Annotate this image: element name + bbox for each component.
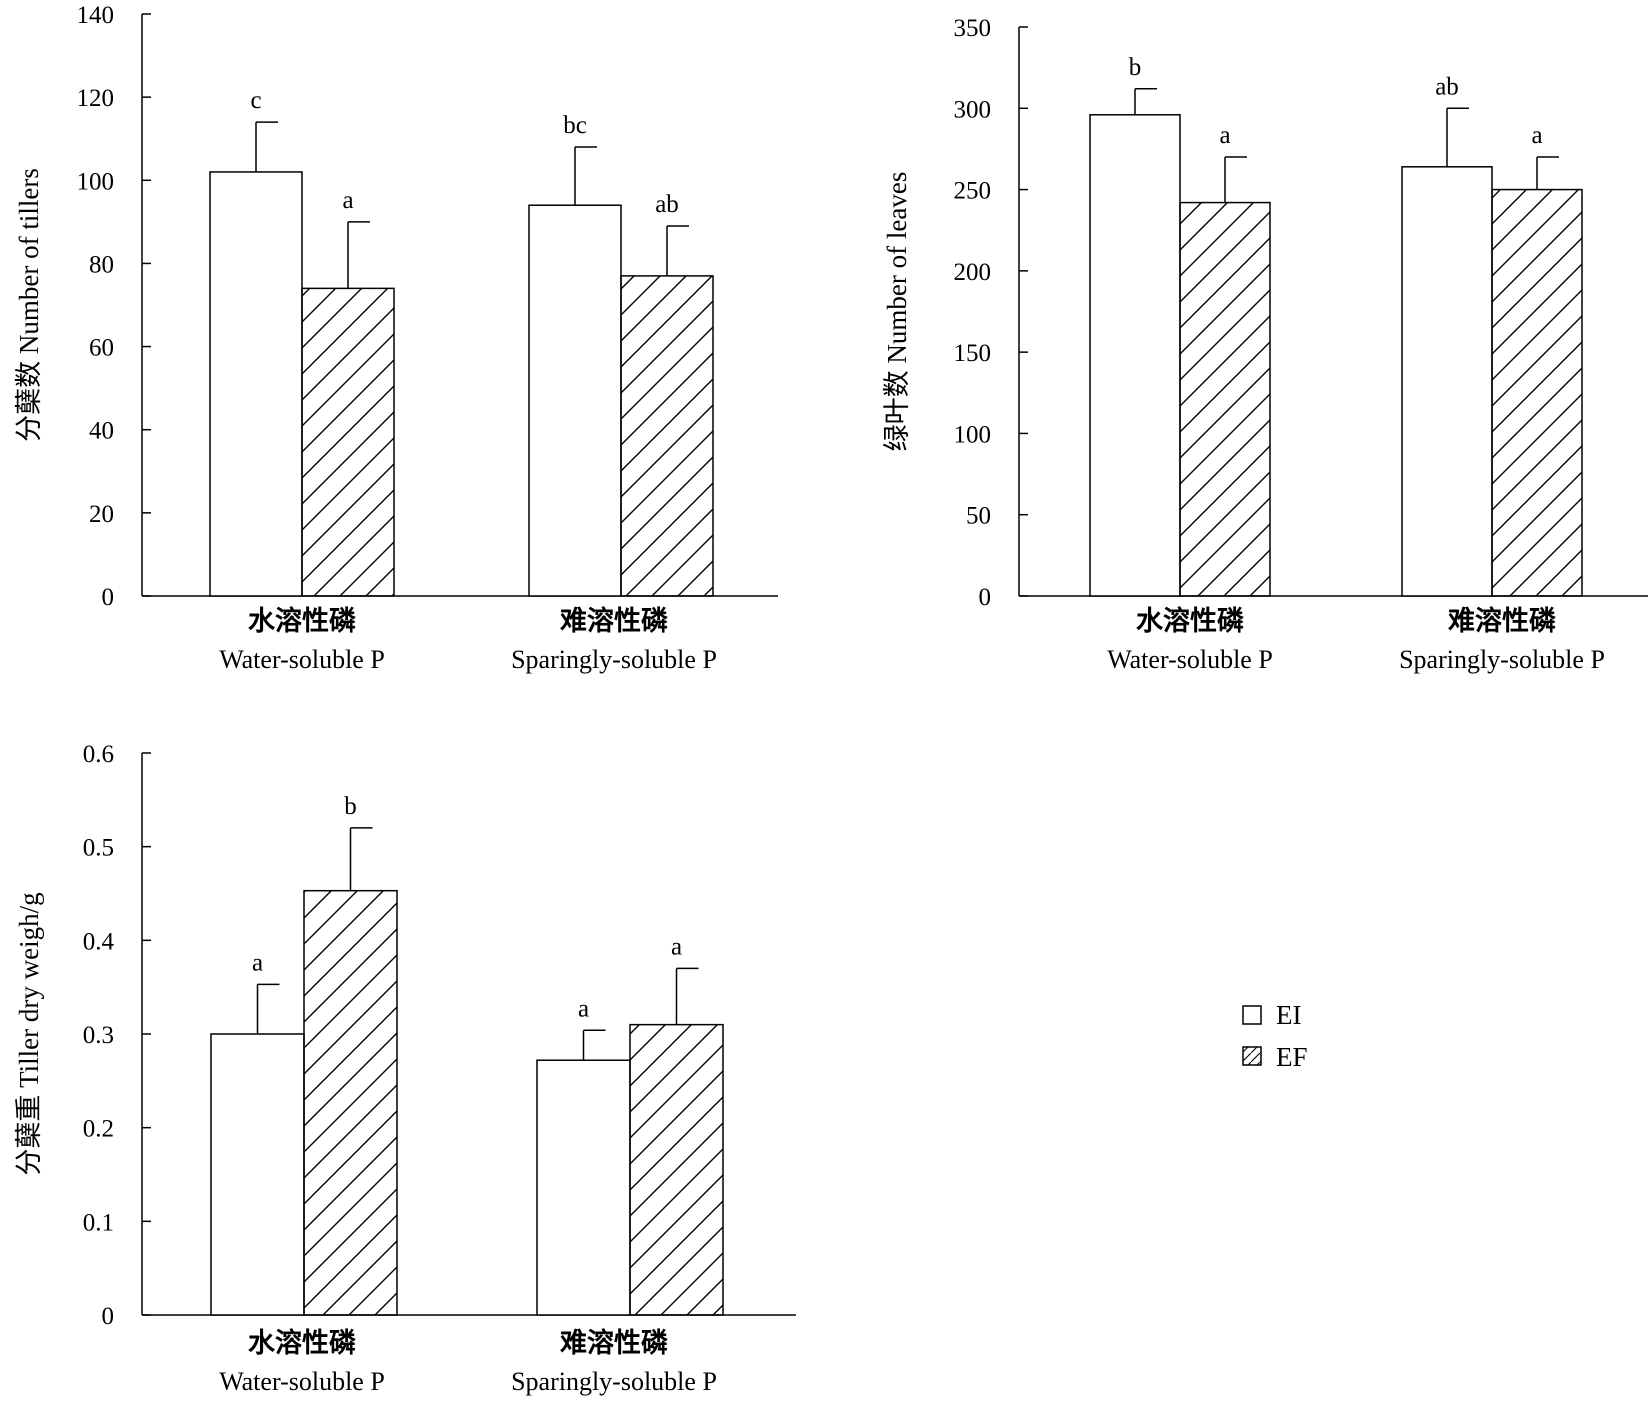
y-tick-label: 150 — [954, 340, 992, 367]
bar-ei — [1401, 166, 1493, 597]
y-tick-label: 140 — [77, 2, 115, 29]
category-label-en: Sparingly-soluble P — [511, 645, 717, 674]
significance-label: ab — [655, 191, 679, 218]
y-tick-label: 0.6 — [83, 741, 114, 768]
bar-ef — [620, 275, 714, 597]
y-tick-label: 100 — [954, 421, 992, 448]
bar-ef — [301, 287, 395, 597]
y-axis-label: 分蘖重 Tiller dry weigh/g — [14, 892, 44, 1175]
category-label-en: Sparingly-soluble P — [511, 1367, 717, 1396]
y-tick-label: 20 — [89, 501, 114, 528]
y-tick-label: 0.4 — [83, 928, 115, 955]
bar-ei — [210, 1033, 305, 1316]
bar-ef — [1179, 201, 1271, 597]
y-tick-label: 250 — [954, 178, 992, 205]
bar-ei — [1089, 114, 1181, 597]
y-tick-label: 50 — [966, 503, 991, 530]
category-label-zh: 水溶性磷 — [248, 605, 356, 636]
y-tick-label: 60 — [89, 335, 114, 362]
y-tick-label: 80 — [89, 251, 114, 278]
significance-label: a — [1219, 122, 1230, 149]
legend-label-ef: EF — [1276, 1042, 1308, 1072]
legend: EI EF — [1242, 1000, 1308, 1072]
y-tick-label: 300 — [954, 96, 992, 123]
category-label-zh: 难溶性磷 — [559, 1327, 668, 1358]
bar-ef — [303, 889, 398, 1316]
y-tick-label: 100 — [77, 168, 115, 195]
significance-label: c — [250, 87, 261, 114]
significance-label: a — [578, 995, 589, 1022]
y-tick-label: 350 — [954, 15, 992, 42]
y-tick-label: 0.5 — [83, 835, 114, 862]
category-label-en: Water-soluble P — [219, 1367, 385, 1396]
y-tick-label: 40 — [89, 418, 114, 445]
bar-ei — [528, 204, 622, 597]
tiller-weight-chart: 0 0.1 0.2 0.3 0.4 0.5 0.6 分蘖重 Tiller dry weigh/… — [14, 741, 796, 1396]
significance-label: a — [671, 933, 682, 960]
category-label-en: Sparingly-soluble P — [1399, 645, 1605, 674]
category-label-zh: 难溶性磷 — [1447, 605, 1556, 636]
category-label-en: Water-soluble P — [219, 645, 385, 674]
legend-swatch-ef — [1242, 1046, 1262, 1066]
bar-ei — [536, 1059, 631, 1316]
y-axis-label: 绿叶数 Number of leaves — [882, 172, 912, 452]
y-tick-label: 0.3 — [83, 1022, 114, 1049]
y-axis-label: 分蘖数 Number of tillers — [14, 168, 44, 442]
y-tick-label: 120 — [77, 85, 115, 112]
leaves-chart: 0 50 100 150 200 250 300 350 绿叶数 Number of leave… — [882, 15, 1648, 674]
y-tick-label: 0 — [979, 584, 992, 611]
tillers-chart: 0 20 40 60 80 100 120 140 分蘖数 Number of tillers c… — [14, 2, 778, 674]
bar-ef — [629, 1023, 724, 1316]
legend-swatch-ei — [1242, 1005, 1262, 1025]
significance-label: a — [1531, 122, 1542, 149]
y-tick-label: 200 — [954, 259, 992, 286]
significance-label: a — [252, 949, 263, 976]
bar-ef — [1491, 188, 1583, 597]
y-tick-label: 0 — [102, 1303, 115, 1330]
significance-label: bc — [563, 112, 587, 139]
category-label-zh: 水溶性磷 — [248, 1327, 356, 1358]
category-label-en: Water-soluble P — [1107, 645, 1273, 674]
significance-label: b — [1129, 54, 1142, 81]
legend-label-ei: EI — [1276, 1000, 1301, 1030]
significance-label: ab — [1435, 73, 1459, 100]
category-label-zh: 难溶性磷 — [559, 605, 668, 636]
y-tick-label: 0.2 — [83, 1116, 114, 1143]
category-label-zh: 水溶性磷 — [1136, 605, 1244, 636]
significance-label: a — [342, 187, 353, 214]
y-tick-label: 0 — [102, 584, 115, 611]
y-tick-label: 0.1 — [83, 1209, 114, 1236]
bar-ei — [209, 171, 303, 597]
significance-label: b — [344, 793, 357, 820]
